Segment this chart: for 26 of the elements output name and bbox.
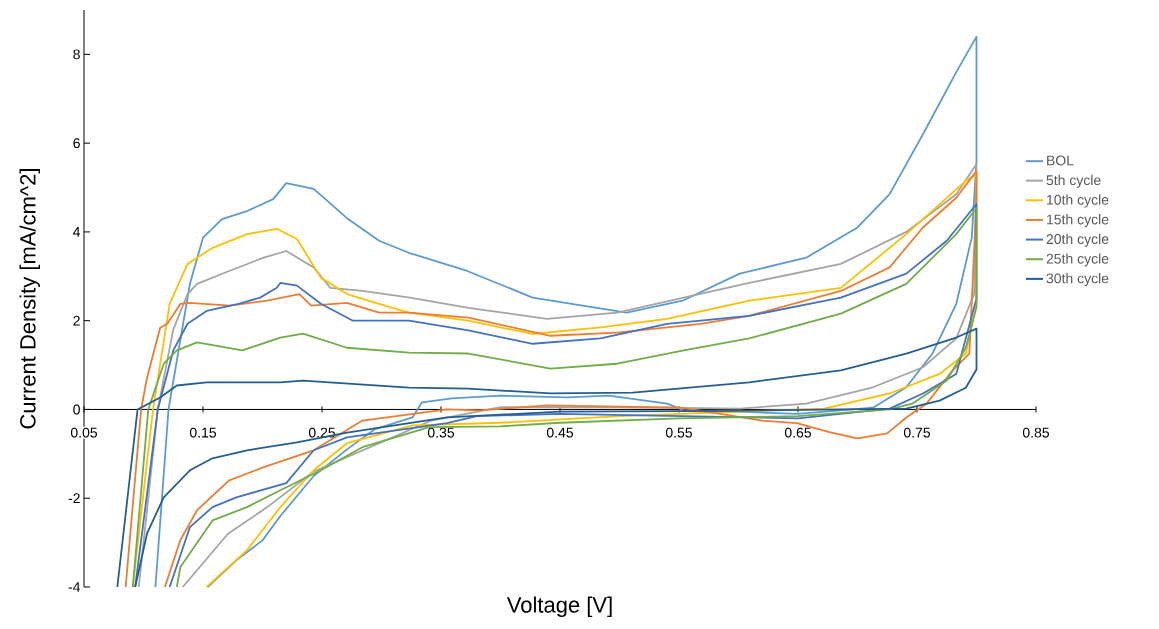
- x-tick-label: 0.45: [546, 427, 574, 438]
- legend-label: 30th cycle: [1046, 273, 1109, 287]
- x-tick-label: 0.35: [427, 427, 455, 438]
- y-tick-label: -4: [68, 582, 81, 592]
- line-series: [154, 35, 978, 588]
- y-axis-title: Current Density [mA/cm^2]: [19, 169, 40, 429]
- x-tick-label: 0.05: [70, 427, 98, 438]
- y-tick-label: 4: [73, 227, 81, 237]
- legend-label: 20th cycle: [1046, 233, 1109, 247]
- x-tick-label: 0.15: [189, 427, 217, 438]
- x-tick-label: 0.65: [784, 427, 812, 438]
- x-tick-label: 0.85: [1022, 427, 1050, 438]
- x-axis-title: Voltage [V]: [506, 596, 612, 618]
- line-series: [116, 327, 978, 588]
- legend-label: 10th cycle: [1047, 194, 1109, 208]
- x-tick-label: 0.75: [903, 427, 931, 438]
- legend-label: 5th cycle: [1046, 174, 1101, 188]
- y-tick-label: 2: [73, 315, 80, 326]
- y-tick-label: 6: [73, 138, 80, 149]
- y-tick-label: 0: [73, 404, 80, 415]
- legend-label: 15th cycle: [1047, 214, 1109, 228]
- y-tick-label: 8: [73, 49, 80, 60]
- x-tick-label: 0.55: [665, 427, 693, 438]
- legend-label: 25th cycle: [1046, 253, 1109, 267]
- y-tick-label: -2: [68, 493, 80, 504]
- legend-label: BOL: [1047, 155, 1074, 166]
